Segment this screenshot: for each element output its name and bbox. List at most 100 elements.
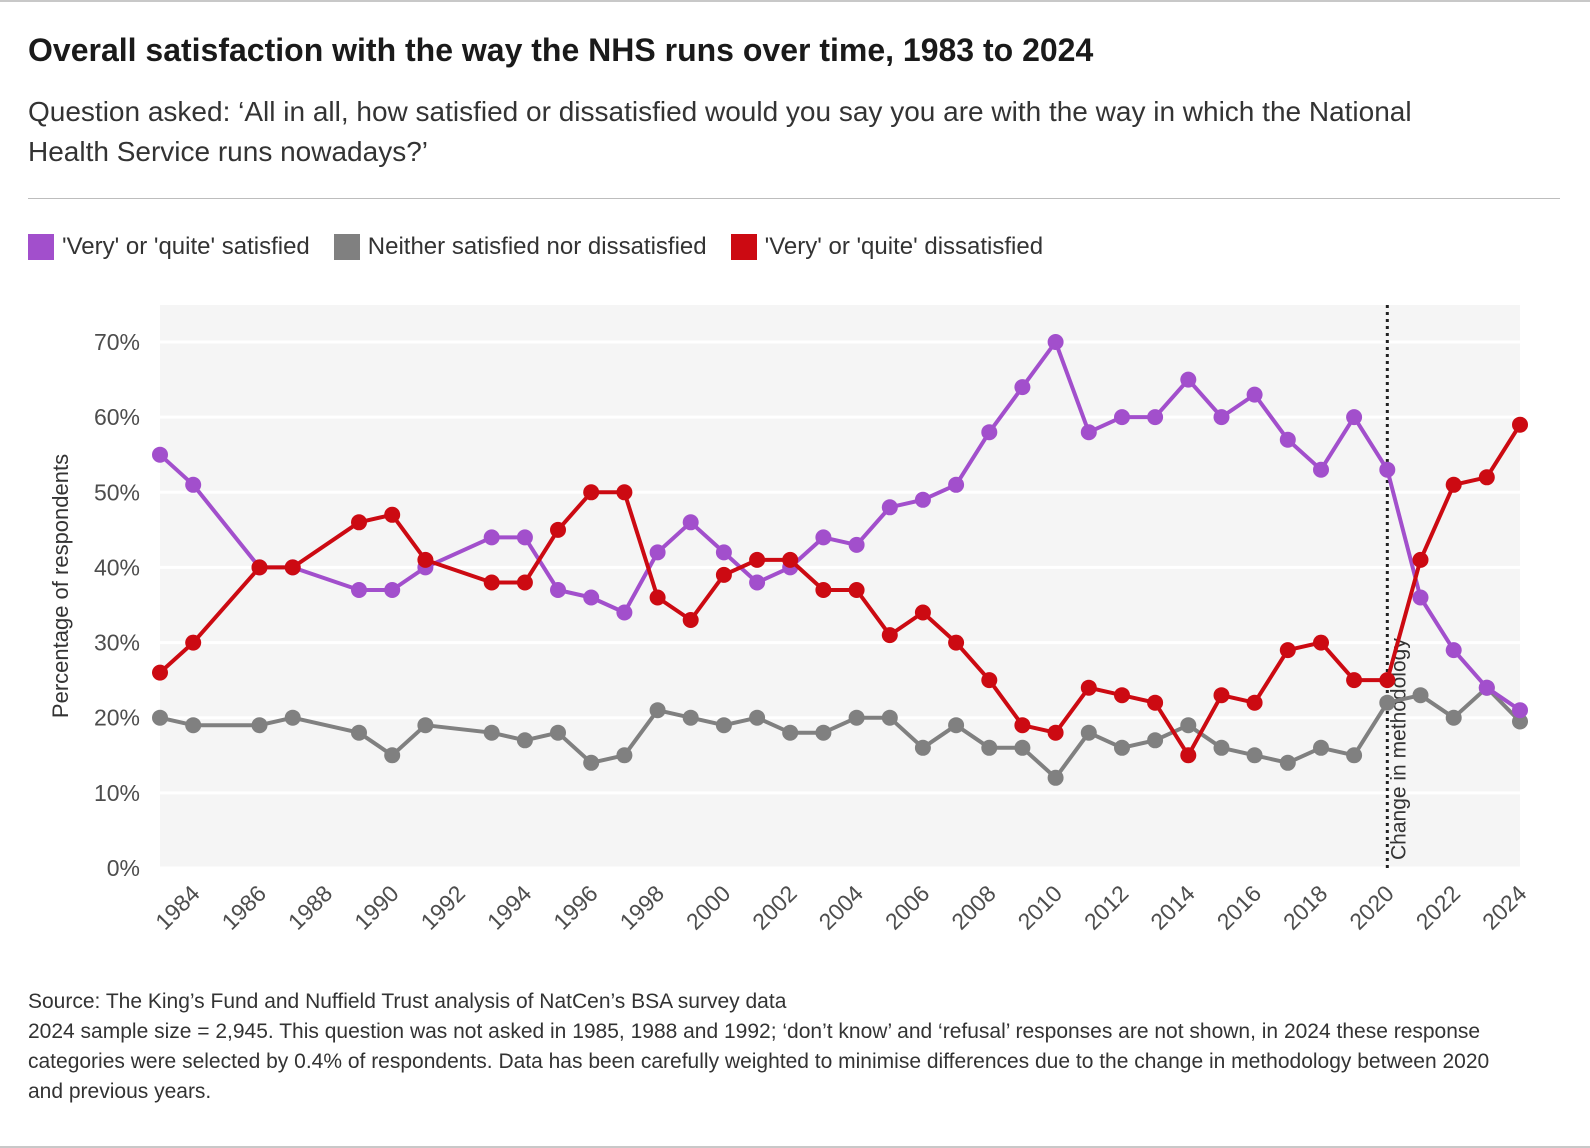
- data-point[interactable]: [1412, 551, 1429, 568]
- data-point[interactable]: [1445, 476, 1462, 493]
- data-point[interactable]: [1313, 461, 1329, 478]
- legend-item-satisfied[interactable]: 'Very' or 'quite' satisfied: [28, 233, 310, 261]
- data-point[interactable]: [848, 582, 865, 598]
- legend-item-dissatisfied[interactable]: 'Very' or 'quite' dissatisfied: [730, 233, 1043, 261]
- data-point[interactable]: [1047, 724, 1064, 741]
- data-point[interactable]: [1213, 409, 1230, 426]
- data-point[interactable]: [981, 672, 998, 689]
- data-point[interactable]: [384, 582, 401, 598]
- data-point[interactable]: [881, 627, 898, 644]
- data-point[interactable]: [1279, 642, 1296, 659]
- data-point[interactable]: [550, 724, 566, 741]
- data-point[interactable]: [682, 709, 699, 726]
- data-point[interactable]: [815, 582, 832, 598]
- data-point[interactable]: [1346, 409, 1363, 426]
- data-point[interactable]: [1114, 687, 1130, 704]
- data-point[interactable]: [749, 574, 766, 591]
- data-point[interactable]: [1147, 732, 1164, 749]
- data-point[interactable]: [1246, 747, 1263, 764]
- data-point[interactable]: [881, 709, 898, 726]
- data-point[interactable]: [682, 514, 699, 531]
- data-point[interactable]: [749, 709, 766, 726]
- data-point[interactable]: [948, 717, 965, 734]
- data-point[interactable]: [1512, 713, 1528, 730]
- data-point[interactable]: [1346, 747, 1363, 764]
- data-point[interactable]: [1279, 431, 1296, 448]
- data-point[interactable]: [1180, 371, 1197, 388]
- data-point[interactable]: [616, 747, 633, 764]
- data-point[interactable]: [715, 566, 732, 583]
- data-point[interactable]: [284, 709, 301, 726]
- data-point[interactable]: [1512, 702, 1528, 719]
- legend-item-neither[interactable]: Neither satisfied nor dissatisfied: [333, 233, 707, 261]
- data-point[interactable]: [351, 582, 367, 598]
- data-point[interactable]: [649, 702, 666, 719]
- data-point[interactable]: [848, 536, 865, 553]
- data-point[interactable]: [384, 506, 401, 523]
- data-point[interactable]: [1379, 461, 1396, 478]
- data-point[interactable]: [185, 717, 202, 734]
- data-point[interactable]: [384, 747, 401, 764]
- data-point[interactable]: [782, 551, 799, 568]
- data-point[interactable]: [516, 574, 533, 591]
- data-point[interactable]: [1114, 409, 1130, 426]
- data-point[interactable]: [1512, 416, 1528, 433]
- data-point[interactable]: [1478, 679, 1495, 696]
- data-point[interactable]: [948, 634, 965, 651]
- data-point[interactable]: [251, 717, 268, 734]
- data-point[interactable]: [583, 484, 600, 501]
- data-point[interactable]: [914, 491, 931, 508]
- data-point[interactable]: [1047, 334, 1064, 350]
- data-point[interactable]: [715, 544, 732, 561]
- data-point[interactable]: [483, 574, 500, 591]
- data-point[interactable]: [152, 709, 168, 726]
- data-point[interactable]: [1014, 717, 1031, 734]
- data-point[interactable]: [1445, 642, 1462, 659]
- data-point[interactable]: [1346, 672, 1363, 689]
- data-point[interactable]: [351, 724, 367, 741]
- data-point[interactable]: [1147, 409, 1164, 426]
- data-point[interactable]: [516, 529, 533, 546]
- data-point[interactable]: [1313, 739, 1329, 756]
- data-point[interactable]: [815, 529, 832, 546]
- data-point[interactable]: [1246, 386, 1263, 403]
- data-point[interactable]: [185, 476, 202, 493]
- data-point[interactable]: [649, 544, 666, 561]
- data-point[interactable]: [981, 739, 998, 756]
- data-point[interactable]: [948, 476, 965, 493]
- data-point[interactable]: [550, 582, 566, 598]
- data-point[interactable]: [1246, 694, 1263, 711]
- data-point[interactable]: [782, 724, 799, 741]
- data-point[interactable]: [649, 589, 666, 606]
- data-point[interactable]: [1180, 717, 1197, 734]
- data-point[interactable]: [1412, 589, 1429, 606]
- data-point[interactable]: [1379, 672, 1396, 689]
- data-point[interactable]: [417, 551, 434, 568]
- data-point[interactable]: [1114, 739, 1130, 756]
- data-point[interactable]: [251, 559, 268, 576]
- data-point[interactable]: [1445, 709, 1462, 726]
- data-point[interactable]: [1180, 747, 1197, 764]
- data-point[interactable]: [815, 724, 832, 741]
- data-point[interactable]: [185, 634, 202, 651]
- data-point[interactable]: [914, 739, 931, 756]
- data-point[interactable]: [1080, 724, 1097, 741]
- data-point[interactable]: [152, 664, 168, 681]
- data-point[interactable]: [417, 717, 434, 734]
- data-point[interactable]: [1080, 424, 1097, 441]
- data-point[interactable]: [749, 551, 766, 568]
- data-point[interactable]: [1213, 687, 1230, 704]
- data-point[interactable]: [1213, 739, 1230, 756]
- data-point[interactable]: [881, 499, 898, 516]
- data-point[interactable]: [1080, 679, 1097, 696]
- data-point[interactable]: [1014, 379, 1031, 396]
- data-point[interactable]: [1279, 754, 1296, 771]
- data-point[interactable]: [1047, 769, 1064, 786]
- data-point[interactable]: [152, 446, 168, 463]
- data-point[interactable]: [583, 589, 600, 606]
- data-point[interactable]: [715, 717, 732, 734]
- data-point[interactable]: [1313, 634, 1329, 651]
- data-point[interactable]: [284, 559, 301, 576]
- data-point[interactable]: [616, 604, 633, 621]
- data-point[interactable]: [1147, 694, 1164, 711]
